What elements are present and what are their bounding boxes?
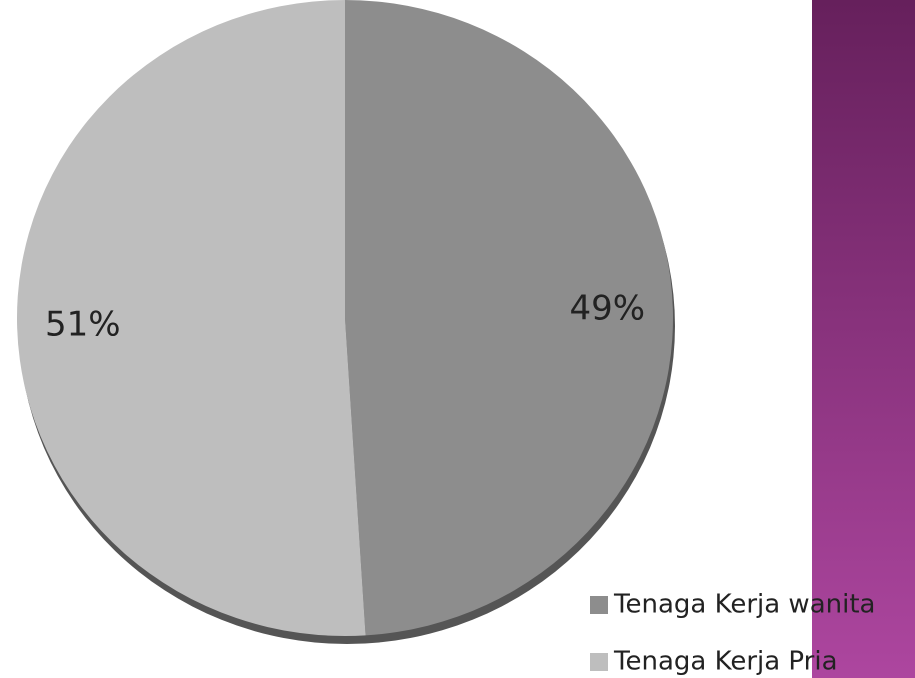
legend-label: Tenaga Kerja wanita (613, 590, 875, 620)
legend-label: Tenaga Kerja Pria (613, 647, 838, 677)
data-label: 49% (569, 289, 645, 329)
pie-slice (345, 0, 673, 636)
legend-swatch (590, 596, 608, 614)
legend-swatch (590, 653, 608, 671)
decor-panel (812, 0, 915, 678)
data-label: 51% (45, 304, 121, 344)
pie-slice (16, 0, 366, 637)
